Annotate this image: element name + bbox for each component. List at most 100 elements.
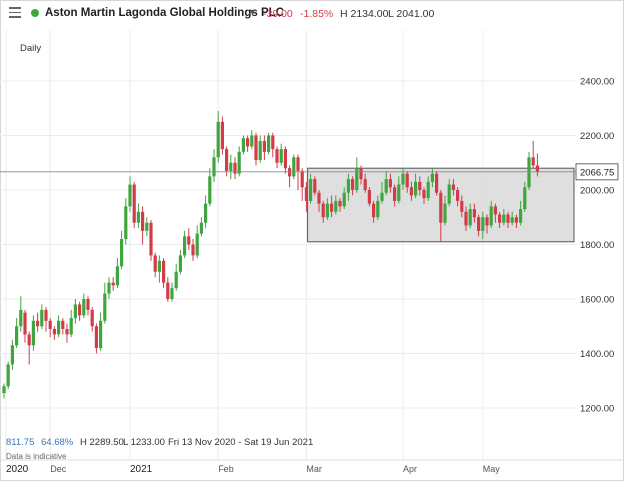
candle	[136, 203, 140, 229]
candle	[216, 110, 220, 163]
candle	[191, 239, 195, 261]
candle	[489, 200, 493, 229]
candle	[145, 217, 149, 237]
candle	[111, 277, 115, 291]
candle	[342, 187, 346, 210]
x-tick-label: Dec	[50, 464, 67, 474]
candle	[90, 307, 94, 332]
candle	[120, 230, 124, 270]
candle	[535, 153, 539, 177]
candle-body	[57, 320, 61, 335]
candle-body	[107, 282, 111, 294]
candle-body	[183, 236, 187, 256]
candle-body	[178, 255, 182, 272]
candle	[178, 249, 182, 275]
candle-body	[300, 170, 304, 188]
candle-body	[367, 190, 371, 204]
candle-body	[237, 151, 241, 174]
candle-body	[99, 320, 103, 349]
candle	[61, 318, 65, 335]
candle	[498, 211, 502, 229]
candle-body	[170, 288, 174, 299]
candle-body	[489, 206, 493, 226]
candle-body	[220, 121, 224, 150]
candle-body	[65, 328, 69, 335]
candle-body	[6, 364, 10, 387]
candle-body	[384, 179, 388, 193]
candle	[57, 315, 61, 338]
candle	[78, 301, 82, 321]
x-tick-label: May	[483, 464, 501, 474]
candle-body	[304, 187, 308, 201]
candle-body	[115, 266, 119, 286]
candle-body	[103, 293, 107, 321]
candle	[86, 296, 90, 316]
candle	[388, 173, 392, 193]
candle	[279, 143, 283, 166]
hamburger-menu-icon[interactable]	[9, 7, 21, 18]
x-tick-label: Apr	[403, 464, 417, 474]
candle-body	[443, 203, 447, 223]
chevron-down-icon[interactable]: ▼	[248, 7, 257, 17]
candle-body	[94, 326, 98, 349]
candle-body	[19, 309, 23, 327]
candle	[330, 195, 334, 218]
candle	[405, 170, 409, 193]
candle	[292, 154, 296, 180]
candle	[6, 361, 10, 389]
candle-body	[527, 157, 531, 188]
candle	[2, 383, 6, 399]
candle-body	[229, 162, 233, 171]
candle-body	[212, 157, 216, 177]
candle-body	[10, 345, 14, 365]
candle	[258, 135, 262, 163]
candle	[229, 154, 233, 180]
candle-body	[44, 309, 48, 321]
candle-body	[233, 162, 237, 174]
candle	[283, 146, 287, 174]
candle-body	[531, 157, 535, 166]
candle-body	[31, 320, 35, 346]
candle	[174, 263, 178, 291]
candle	[325, 198, 329, 220]
candle-body	[523, 187, 527, 210]
candle-body	[351, 179, 355, 190]
candle	[359, 165, 363, 185]
candle-body	[338, 200, 342, 207]
candle-body	[498, 214, 502, 223]
candle-body	[346, 179, 350, 193]
footer-range: Fri 13 Nov 2020 - Sat 19 Jun 2021	[168, 437, 314, 448]
candle	[187, 228, 191, 250]
candle	[157, 255, 161, 283]
candle-body	[279, 149, 283, 163]
candle	[212, 149, 216, 182]
candle	[426, 176, 430, 201]
candle-body	[334, 200, 338, 212]
candle	[514, 214, 518, 229]
candle	[506, 211, 510, 229]
data-indicative-note: Data is indicative	[6, 452, 67, 461]
candle-body	[157, 260, 161, 272]
candle	[27, 331, 31, 365]
y-axis-labels: 1200.00 1400.00 1600.00 1800.00 2000.00 2200.…	[580, 77, 614, 415]
footer-high: H 2289.50	[80, 437, 124, 448]
candle-body	[418, 181, 422, 190]
candle	[443, 195, 447, 226]
y-tick-label: 1800.00	[580, 240, 614, 251]
candle	[296, 154, 300, 190]
candle-body	[430, 173, 434, 182]
candle	[31, 315, 35, 351]
candle	[36, 312, 40, 332]
candle-body	[2, 386, 6, 394]
candle	[464, 206, 468, 231]
candle-body	[472, 209, 476, 218]
candle	[527, 151, 531, 190]
candle-body	[317, 192, 321, 204]
candle-body	[309, 179, 313, 201]
candle	[208, 168, 212, 207]
candle-body	[187, 236, 191, 245]
candle	[195, 225, 199, 259]
candle-body	[321, 203, 325, 218]
candle	[220, 116, 224, 155]
